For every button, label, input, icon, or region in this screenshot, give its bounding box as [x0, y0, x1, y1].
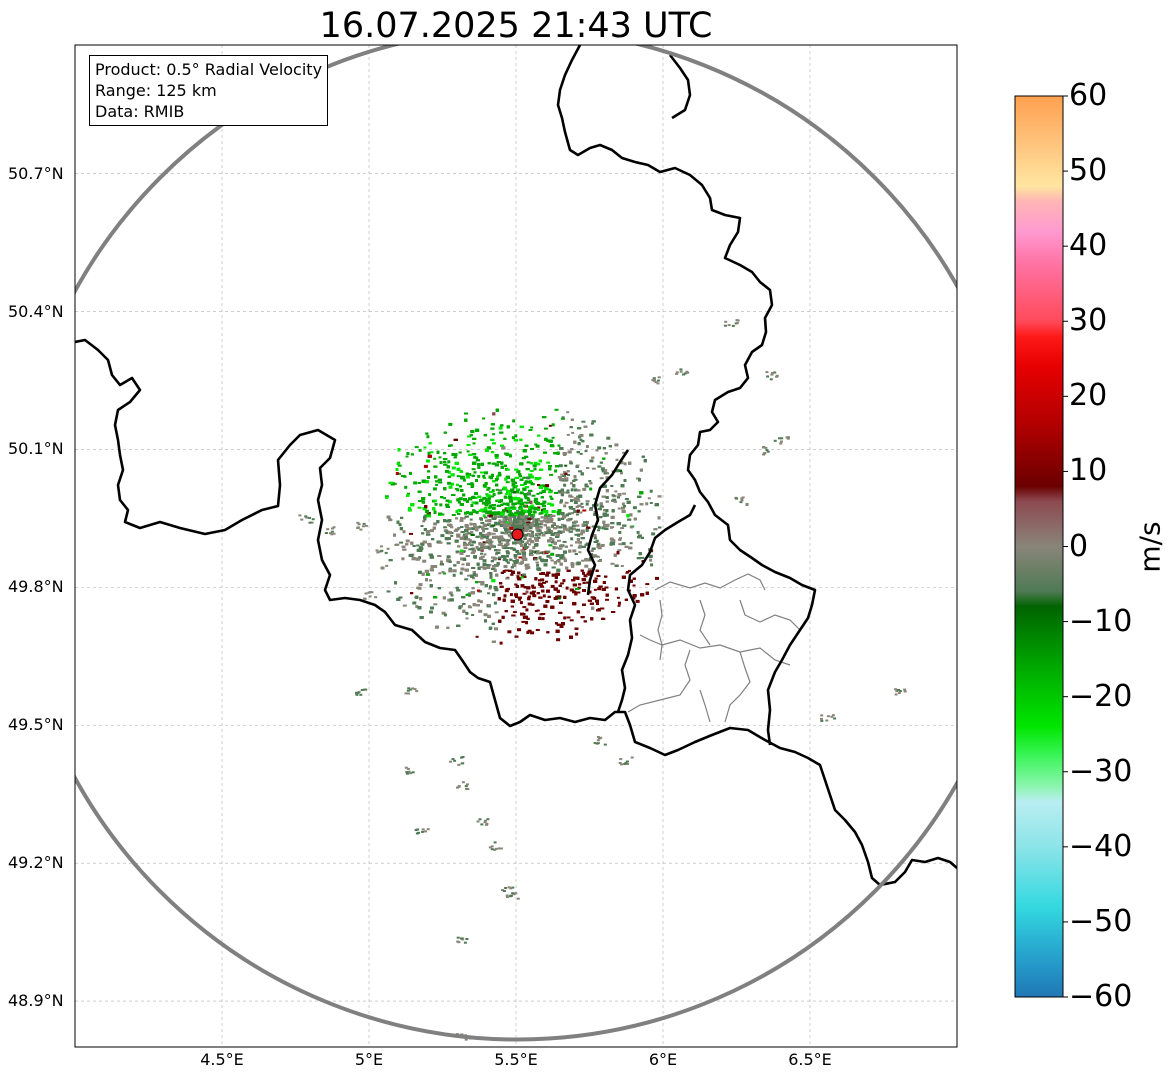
range-ring [75, 45, 957, 1042]
graticule [75, 45, 957, 1047]
lat-tick-label: 50.1°N [8, 439, 64, 459]
colorbar-tick-label: −40 [1069, 828, 1133, 864]
colorbar-tick-label: 30 [1069, 303, 1108, 339]
colorbar-tick-label: −50 [1069, 903, 1133, 939]
lat-tick-label: 50.4°N [8, 301, 64, 321]
colorbar-ticks [1063, 95, 1068, 998]
lon-tick-label: 6°E [648, 1050, 678, 1069]
product-info-box: Product: 0.5° Radial Velocity Range: 125… [89, 55, 329, 126]
colorbar-label: m/s [1133, 521, 1167, 573]
map-frame [74, 44, 958, 1048]
colorbar-tick-label: 40 [1069, 228, 1108, 264]
colorbar-tick-label: −30 [1069, 753, 1133, 789]
data-source-label: Data: RMIB [95, 102, 185, 121]
lon-tick-label: 4.5°E [200, 1050, 244, 1069]
product-label: Product: 0.5° Radial Velocity [95, 60, 323, 79]
lat-tick-label: 49.5°N [8, 715, 64, 735]
colorbar-tick-label: 20 [1069, 378, 1108, 414]
range-label: Range: 125 km [95, 81, 217, 100]
colorbar-tick-label: −20 [1069, 678, 1133, 714]
colorbar [1014, 95, 1064, 998]
colorbar-tick-label: 0 [1069, 528, 1089, 564]
lat-tick-label: 49.8°N [8, 577, 64, 597]
map-title: 16.07.2025 21:43 UTC [319, 6, 713, 46]
lat-tick-label: 49.2°N [8, 853, 64, 873]
colorbar-tick-label: 50 [1069, 153, 1108, 189]
lon-tick-label: 5.5°E [494, 1050, 538, 1069]
lat-tick-label: 48.9°N [8, 991, 64, 1011]
colorbar-tick-label: 10 [1069, 453, 1108, 489]
radar-site-marker [511, 528, 524, 541]
country-borders [75, 45, 957, 887]
lon-tick-label: 5°E [354, 1050, 384, 1069]
colorbar-tick-label: −60 [1069, 979, 1133, 1014]
colorbar-tick-label: 60 [1069, 78, 1108, 113]
velocity-echoes [298, 319, 907, 1041]
lon-tick-label: 6.5°E [788, 1050, 832, 1069]
colorbar-tick-label: −10 [1069, 603, 1133, 639]
province-borders [627, 573, 801, 723]
lat-tick-label: 50.7°N [8, 163, 64, 183]
